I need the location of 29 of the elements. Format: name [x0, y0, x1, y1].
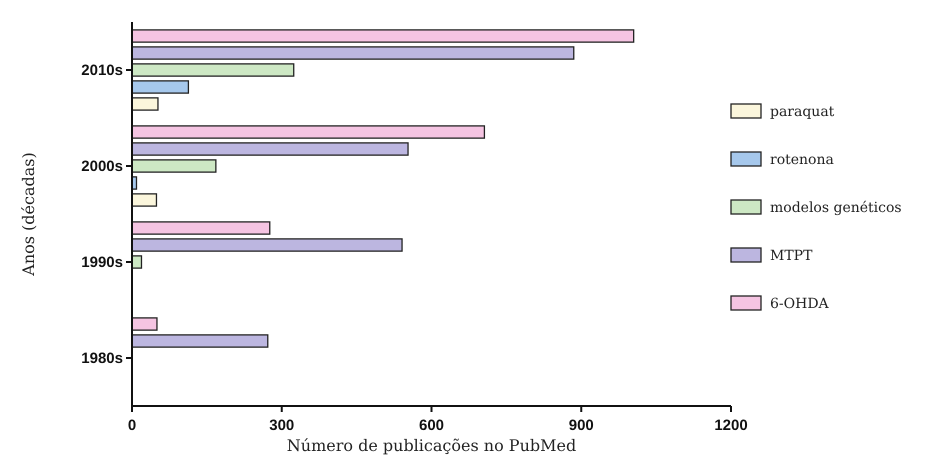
x-tick-label: 900 [568, 417, 594, 434]
bar [131, 97, 159, 111]
legend-label: rotenona [770, 152, 834, 168]
bar [131, 238, 403, 252]
bar [131, 46, 574, 60]
bar [131, 317, 158, 331]
bar [131, 125, 486, 139]
bar [131, 63, 294, 77]
y-axis-title: Anos (décadas) [19, 152, 38, 277]
bar [131, 159, 217, 173]
x-tick-label: 1200 [714, 417, 748, 434]
x-tick-label: 0 [128, 417, 136, 434]
y-tick-label: 1990s [81, 254, 123, 271]
legend-label: MTPT [770, 248, 814, 264]
bar [131, 334, 268, 348]
y-tick-label: 2000s [81, 158, 123, 175]
bar [131, 221, 270, 235]
y-tick-label: 1980s [81, 350, 123, 367]
x-tick-label: 600 [418, 417, 444, 434]
legend-label: paraquat [770, 104, 835, 120]
legend-label: modelos genéticos [770, 200, 902, 216]
bar [131, 193, 158, 207]
x-tick-label: 300 [269, 417, 294, 434]
y-tick-label: 2010s [81, 62, 123, 79]
x-axis-title: Número de publicações no PubMed [286, 436, 576, 455]
bar [131, 29, 634, 43]
bar [131, 80, 190, 94]
bar [131, 142, 409, 156]
legend-label: 6-OHDA [770, 296, 830, 312]
